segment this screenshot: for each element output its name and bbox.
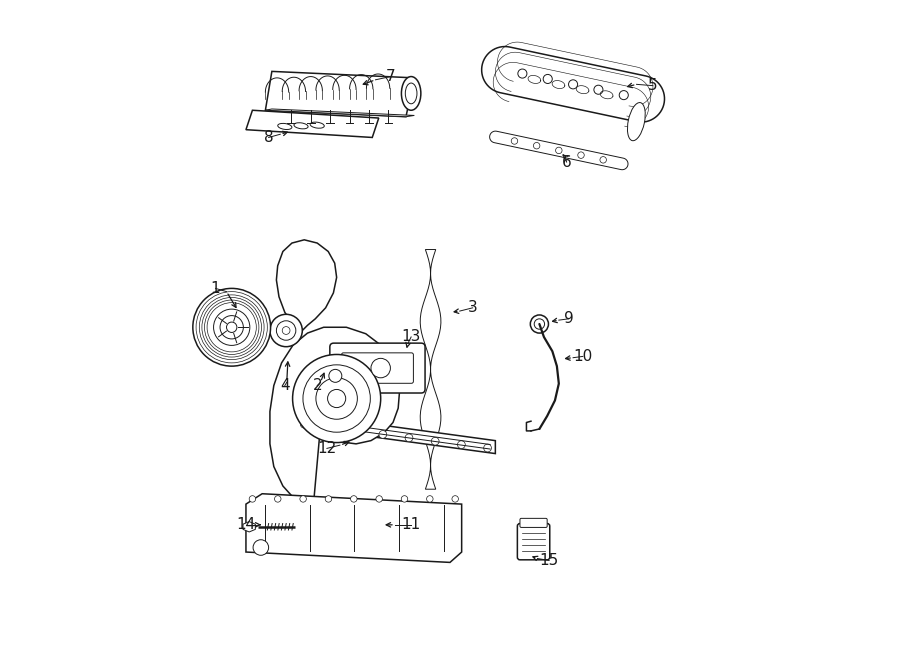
Circle shape bbox=[316, 378, 357, 419]
Circle shape bbox=[371, 358, 391, 378]
Circle shape bbox=[401, 496, 408, 502]
Polygon shape bbox=[276, 240, 337, 330]
Polygon shape bbox=[420, 250, 441, 489]
Ellipse shape bbox=[405, 83, 417, 104]
Polygon shape bbox=[270, 327, 400, 499]
Text: 3: 3 bbox=[468, 300, 478, 315]
Circle shape bbox=[431, 438, 439, 445]
Polygon shape bbox=[243, 522, 256, 532]
Circle shape bbox=[534, 143, 540, 149]
Polygon shape bbox=[266, 71, 414, 117]
Circle shape bbox=[578, 152, 584, 159]
Text: 2: 2 bbox=[312, 378, 322, 393]
Text: 10: 10 bbox=[573, 349, 592, 364]
Circle shape bbox=[213, 309, 250, 346]
Circle shape bbox=[276, 321, 296, 340]
Circle shape bbox=[253, 540, 268, 555]
Text: 1: 1 bbox=[211, 281, 220, 296]
Circle shape bbox=[569, 80, 578, 89]
Text: 9: 9 bbox=[563, 311, 573, 327]
Circle shape bbox=[600, 157, 607, 163]
Circle shape bbox=[483, 444, 491, 452]
Circle shape bbox=[353, 427, 361, 435]
Circle shape bbox=[300, 496, 306, 502]
FancyBboxPatch shape bbox=[520, 518, 547, 527]
Text: 12: 12 bbox=[318, 441, 337, 456]
Circle shape bbox=[530, 315, 548, 333]
Circle shape bbox=[594, 85, 603, 95]
Circle shape bbox=[227, 322, 237, 332]
Ellipse shape bbox=[294, 123, 308, 129]
FancyBboxPatch shape bbox=[341, 353, 413, 383]
Ellipse shape bbox=[278, 124, 292, 130]
Text: 5: 5 bbox=[648, 78, 658, 93]
Circle shape bbox=[328, 389, 346, 408]
Circle shape bbox=[249, 496, 256, 502]
FancyBboxPatch shape bbox=[329, 343, 425, 393]
Circle shape bbox=[619, 91, 628, 100]
Polygon shape bbox=[490, 131, 628, 170]
Polygon shape bbox=[246, 110, 379, 137]
Circle shape bbox=[351, 496, 357, 502]
Text: 8: 8 bbox=[264, 130, 274, 145]
Circle shape bbox=[327, 424, 334, 432]
Text: 14: 14 bbox=[237, 518, 256, 532]
Polygon shape bbox=[482, 46, 664, 122]
Circle shape bbox=[511, 137, 517, 144]
Circle shape bbox=[457, 441, 465, 449]
Text: 13: 13 bbox=[401, 329, 421, 344]
Ellipse shape bbox=[627, 102, 645, 141]
Circle shape bbox=[220, 315, 243, 339]
Circle shape bbox=[544, 75, 553, 83]
Circle shape bbox=[301, 420, 308, 428]
Text: 15: 15 bbox=[539, 553, 559, 568]
Polygon shape bbox=[266, 109, 414, 117]
Circle shape bbox=[270, 315, 302, 346]
Circle shape bbox=[405, 434, 413, 442]
Circle shape bbox=[555, 147, 562, 153]
Circle shape bbox=[193, 288, 271, 366]
Circle shape bbox=[303, 365, 370, 432]
Polygon shape bbox=[246, 494, 462, 563]
Circle shape bbox=[427, 496, 433, 502]
Circle shape bbox=[518, 69, 526, 78]
Ellipse shape bbox=[310, 122, 324, 128]
Circle shape bbox=[283, 327, 290, 334]
Circle shape bbox=[325, 496, 332, 502]
Text: 6: 6 bbox=[562, 155, 572, 170]
FancyBboxPatch shape bbox=[518, 524, 550, 560]
Text: 4: 4 bbox=[280, 378, 290, 393]
Polygon shape bbox=[296, 413, 495, 453]
Text: 7: 7 bbox=[385, 69, 395, 84]
Text: 11: 11 bbox=[401, 518, 421, 532]
Circle shape bbox=[379, 430, 387, 438]
Circle shape bbox=[274, 496, 281, 502]
Circle shape bbox=[376, 496, 382, 502]
Circle shape bbox=[292, 354, 381, 443]
Ellipse shape bbox=[401, 77, 421, 110]
Circle shape bbox=[535, 319, 544, 329]
Circle shape bbox=[328, 369, 342, 382]
Circle shape bbox=[452, 496, 458, 502]
